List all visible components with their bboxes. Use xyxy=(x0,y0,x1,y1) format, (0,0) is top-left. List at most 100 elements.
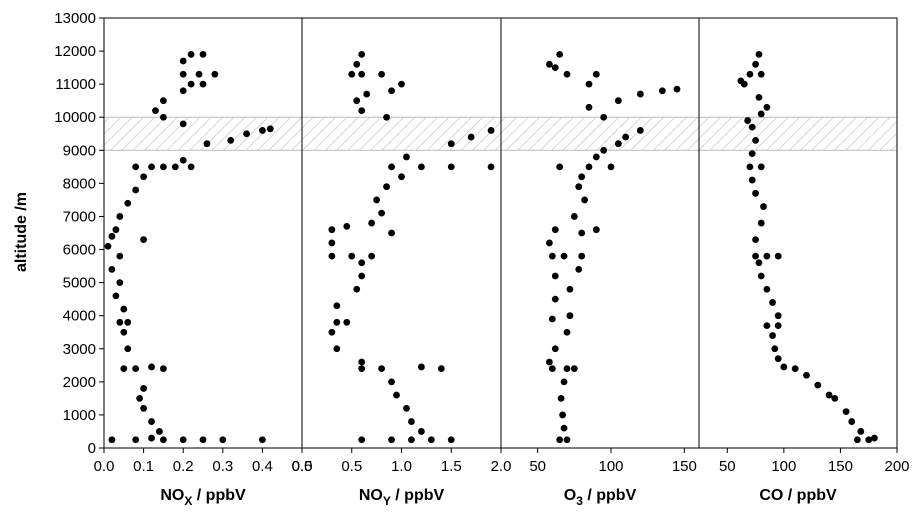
data-point xyxy=(581,196,588,204)
data-point xyxy=(120,328,128,336)
data-point xyxy=(358,272,366,280)
data-point xyxy=(763,103,771,111)
x-tick-label: 100 xyxy=(771,458,796,475)
data-point xyxy=(774,312,782,320)
data-point xyxy=(757,110,765,118)
data-point xyxy=(570,365,578,373)
data-point xyxy=(578,173,586,181)
y-axis-label: altitude /m xyxy=(13,192,30,272)
data-point xyxy=(752,60,759,68)
y-tick-label: 13000 xyxy=(54,10,96,27)
data-point xyxy=(152,107,159,115)
data-point xyxy=(548,365,556,373)
data-point xyxy=(614,97,622,105)
y-tick-label: 0 xyxy=(88,440,96,457)
data-point xyxy=(447,140,455,148)
data-point xyxy=(259,127,266,134)
x-tick-label: 0.4 xyxy=(252,458,273,475)
data-point xyxy=(266,125,274,133)
data-point xyxy=(179,57,187,65)
data-point xyxy=(160,163,167,171)
data-point xyxy=(408,418,415,425)
data-point xyxy=(600,146,608,154)
y-tick-label: 6000 xyxy=(63,242,96,259)
data-point xyxy=(378,70,385,78)
data-point xyxy=(548,252,556,260)
x-tick-label: 0.5 xyxy=(292,458,313,475)
data-point xyxy=(763,285,771,293)
x-axis-label: NOX / ppbV xyxy=(160,487,246,508)
data-point xyxy=(551,272,559,280)
data-point xyxy=(112,226,120,234)
data-point xyxy=(418,363,425,371)
data-point xyxy=(363,90,371,98)
data-point xyxy=(563,436,571,444)
data-point xyxy=(383,183,390,191)
data-point xyxy=(120,365,128,373)
data-point xyxy=(746,163,754,171)
data-point xyxy=(171,163,179,171)
data-point xyxy=(179,70,187,78)
data-point xyxy=(757,163,765,171)
data-point xyxy=(467,133,475,141)
data-point xyxy=(546,358,553,366)
data-point xyxy=(353,97,361,105)
data-point xyxy=(752,236,759,244)
data-point xyxy=(614,140,622,148)
data-point xyxy=(752,189,759,197)
data-point xyxy=(575,265,583,273)
data-point xyxy=(211,70,219,78)
data-point xyxy=(179,156,187,164)
data-point xyxy=(487,163,495,171)
data-point xyxy=(398,173,405,181)
data-point xyxy=(854,436,861,444)
data-point xyxy=(771,345,779,353)
data-point xyxy=(752,252,759,260)
data-point xyxy=(578,229,586,237)
data-point xyxy=(160,436,167,444)
data-point xyxy=(403,404,410,412)
data-point xyxy=(658,87,666,95)
data-point xyxy=(752,136,759,144)
data-point xyxy=(132,365,140,373)
y-tick-label: 11000 xyxy=(55,76,96,93)
data-point xyxy=(104,242,112,250)
data-point xyxy=(551,295,559,303)
x-tick-label: 150 xyxy=(672,458,697,475)
data-point xyxy=(108,436,116,444)
x-tick-label: 0.1 xyxy=(133,458,154,475)
data-point xyxy=(203,140,211,148)
data-point xyxy=(774,322,782,330)
data-point xyxy=(755,93,763,101)
data-point xyxy=(748,176,756,184)
data-point xyxy=(112,292,120,300)
data-point xyxy=(566,285,574,293)
data-point xyxy=(848,418,856,425)
data-point xyxy=(559,411,566,419)
data-point xyxy=(388,163,395,171)
data-point xyxy=(763,322,771,330)
x-tick-label: 1.5 xyxy=(441,458,462,475)
data-point xyxy=(328,239,336,247)
data-point xyxy=(116,213,124,220)
data-point xyxy=(368,219,376,227)
data-point xyxy=(774,252,782,260)
x-tick-label: 0.5 xyxy=(341,458,362,475)
data-point xyxy=(418,163,425,171)
data-point xyxy=(865,436,873,444)
data-point xyxy=(333,302,341,310)
data-point xyxy=(373,196,381,204)
data-point xyxy=(120,305,128,313)
data-point xyxy=(592,226,600,234)
data-point xyxy=(160,113,167,121)
data-point xyxy=(259,436,266,444)
data-point xyxy=(187,163,195,171)
data-point xyxy=(333,345,341,353)
data-point xyxy=(358,107,366,115)
data-point xyxy=(546,60,553,68)
data-point xyxy=(560,252,568,260)
data-point xyxy=(116,279,124,287)
data-point xyxy=(140,385,148,392)
data-point xyxy=(556,436,564,444)
data-point xyxy=(388,436,395,444)
